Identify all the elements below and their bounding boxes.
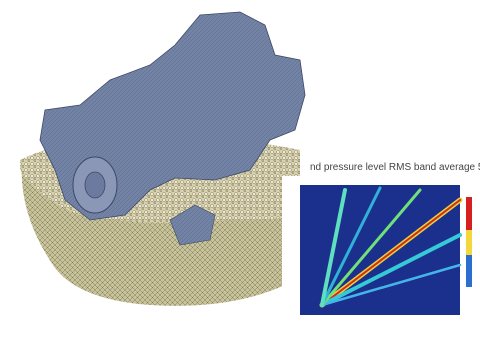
colorbar bbox=[466, 255, 472, 287]
page: {"inset": {"title": "nd pressure level R… bbox=[0, 0, 480, 349]
engine-hub bbox=[85, 172, 105, 198]
inset-title: nd pressure level RMS band average 50 Hz bbox=[310, 162, 480, 173]
scene: nd pressure level RMS band average 50 Hz bbox=[0, 0, 480, 349]
